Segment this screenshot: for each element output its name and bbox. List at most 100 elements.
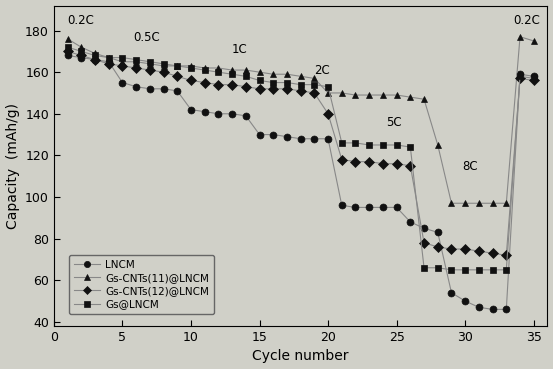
LNCM [106,59,112,64]
Gs-CNTs(12)@LNCM [448,247,455,251]
Gs-CNTs(12)@LNCM [160,70,167,75]
Gs-CNTs(11)@LNCM [187,64,194,68]
LNCM [311,137,317,141]
Gs-CNTs(11)@LNCM [284,72,290,76]
Gs@LNCM [298,82,304,87]
LNCM [379,205,386,210]
Legend: LNCM, Gs-CNTs(11)@LNCM, Gs-CNTs(12)@LNCM, Gs@LNCM: LNCM, Gs-CNTs(11)@LNCM, Gs-CNTs(12)@LNCM… [69,255,215,314]
Gs-CNTs(12)@LNCM [201,80,208,85]
Gs-CNTs(11)@LNCM [133,59,139,64]
Gs-CNTs(12)@LNCM [338,157,345,162]
Gs@LNCM [448,268,455,272]
Gs-CNTs(12)@LNCM [147,68,153,72]
Gs@LNCM [133,58,139,62]
Gs-CNTs(12)@LNCM [435,245,441,249]
Gs-CNTs(11)@LNCM [119,59,126,64]
LNCM [133,85,139,89]
LNCM [530,74,537,79]
Gs-CNTs(11)@LNCM [530,39,537,43]
Gs@LNCM [503,268,510,272]
Gs-CNTs(11)@LNCM [393,93,400,97]
Gs@LNCM [462,268,468,272]
Gs-CNTs(12)@LNCM [517,76,523,80]
Gs-CNTs(11)@LNCM [338,91,345,95]
Gs-CNTs(11)@LNCM [421,97,427,101]
LNCM [174,89,181,93]
Gs-CNTs(12)@LNCM [106,62,112,66]
Gs-CNTs(11)@LNCM [298,74,304,79]
Gs@LNCM [366,143,373,147]
Text: 0.2C: 0.2C [67,14,95,27]
Text: 1C: 1C [232,43,248,56]
Gs@LNCM [407,145,414,149]
LNCM [201,110,208,114]
Gs@LNCM [242,74,249,79]
Gs@LNCM [352,141,359,145]
Gs-CNTs(11)@LNCM [92,51,98,56]
Gs-CNTs(12)@LNCM [119,64,126,68]
Gs-CNTs(12)@LNCM [503,253,510,258]
Gs-CNTs(12)@LNCM [352,159,359,164]
Gs@LNCM [92,53,98,58]
LNCM [393,205,400,210]
Gs-CNTs(12)@LNCM [311,91,317,95]
Gs-CNTs(12)@LNCM [325,111,331,116]
Gs-CNTs(12)@LNCM [78,53,85,58]
Gs-CNTs(12)@LNCM [215,82,222,87]
Gs@LNCM [64,45,71,49]
Gs@LNCM [311,82,317,87]
Gs@LNCM [379,143,386,147]
Gs@LNCM [435,266,441,270]
Gs@LNCM [187,66,194,70]
LNCM [242,114,249,118]
X-axis label: Cycle number: Cycle number [252,349,349,363]
Gs-CNTs(11)@LNCM [352,93,359,97]
Gs@LNCM [489,268,496,272]
Gs-CNTs(11)@LNCM [407,95,414,99]
Gs-CNTs(11)@LNCM [270,72,276,76]
Gs-CNTs(12)@LNCM [284,87,290,91]
LNCM [366,205,373,210]
Gs@LNCM [215,70,222,75]
LNCM [407,220,414,224]
Gs-CNTs(11)@LNCM [215,66,222,70]
LNCM [421,226,427,230]
Gs-CNTs(12)@LNCM [407,163,414,168]
LNCM [229,111,236,116]
LNCM [284,134,290,139]
Gs@LNCM [78,49,85,54]
LNCM [503,307,510,311]
Text: 8C: 8C [462,159,478,173]
LNCM [517,72,523,76]
Gs@LNCM [229,72,236,76]
Gs-CNTs(11)@LNCM [462,201,468,206]
LNCM [92,58,98,62]
Gs-CNTs(11)@LNCM [64,37,71,41]
Text: 0.5C: 0.5C [133,31,160,44]
Gs-CNTs(11)@LNCM [242,68,249,72]
Gs-CNTs(11)@LNCM [311,76,317,80]
LNCM [119,80,126,85]
Gs-CNTs(11)@LNCM [174,64,181,68]
Gs-CNTs(12)@LNCM [476,249,482,254]
Y-axis label: Capacity  (mAh/g): Capacity (mAh/g) [6,103,19,229]
Gs@LNCM [421,266,427,270]
Gs@LNCM [393,143,400,147]
Gs-CNTs(11)@LNCM [489,201,496,206]
Gs@LNCM [476,268,482,272]
Gs-CNTs(12)@LNCM [256,87,263,91]
Gs-CNTs(11)@LNCM [517,35,523,39]
Gs@LNCM [530,76,537,80]
Gs-CNTs(11)@LNCM [106,55,112,60]
LNCM [147,87,153,91]
Gs-CNTs(12)@LNCM [270,87,276,91]
Gs-CNTs(11)@LNCM [201,66,208,70]
Gs-CNTs(12)@LNCM [530,78,537,83]
Gs-CNTs(11)@LNCM [379,93,386,97]
Gs-CNTs(12)@LNCM [393,162,400,166]
LNCM [325,137,331,141]
Gs-CNTs(12)@LNCM [421,241,427,245]
LNCM [338,203,345,207]
LNCM [215,111,222,116]
LNCM [64,53,71,58]
